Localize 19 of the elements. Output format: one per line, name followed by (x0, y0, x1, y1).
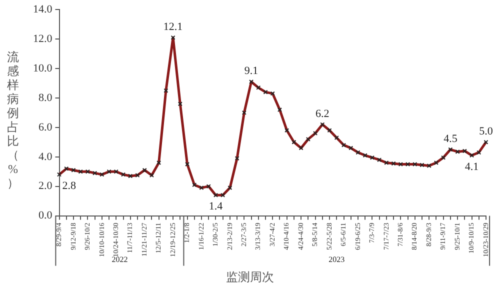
y-tick-label: 6.0 (38, 121, 53, 134)
text: 流感样病例占比（%） (7, 50, 19, 190)
data-label: 4.1 (464, 160, 479, 173)
data-label: 5.0 (479, 126, 494, 138)
y-tick-label: 2.0 (38, 180, 53, 192)
text: 2023 (328, 254, 345, 264)
data-label: 6.2 (316, 108, 330, 120)
data-label: 9.1 (244, 65, 258, 78)
x-axis-title: 监测周次 (225, 269, 275, 286)
y-tick-label: 4.0 (38, 150, 53, 163)
data-label: 12.1 (163, 20, 183, 33)
data-label: 2.8 (62, 180, 76, 192)
data-label: 1.4 (208, 200, 224, 213)
y-tick-label: 10.0 (33, 62, 53, 74)
data-label: 4.5 (444, 132, 458, 145)
y-tick-label: 8.0 (38, 92, 53, 104)
y-tick-label: 0.0 (38, 210, 53, 222)
y-tick-label: 12.0 (33, 32, 53, 45)
y-tick-label: 14.0 (33, 3, 53, 16)
